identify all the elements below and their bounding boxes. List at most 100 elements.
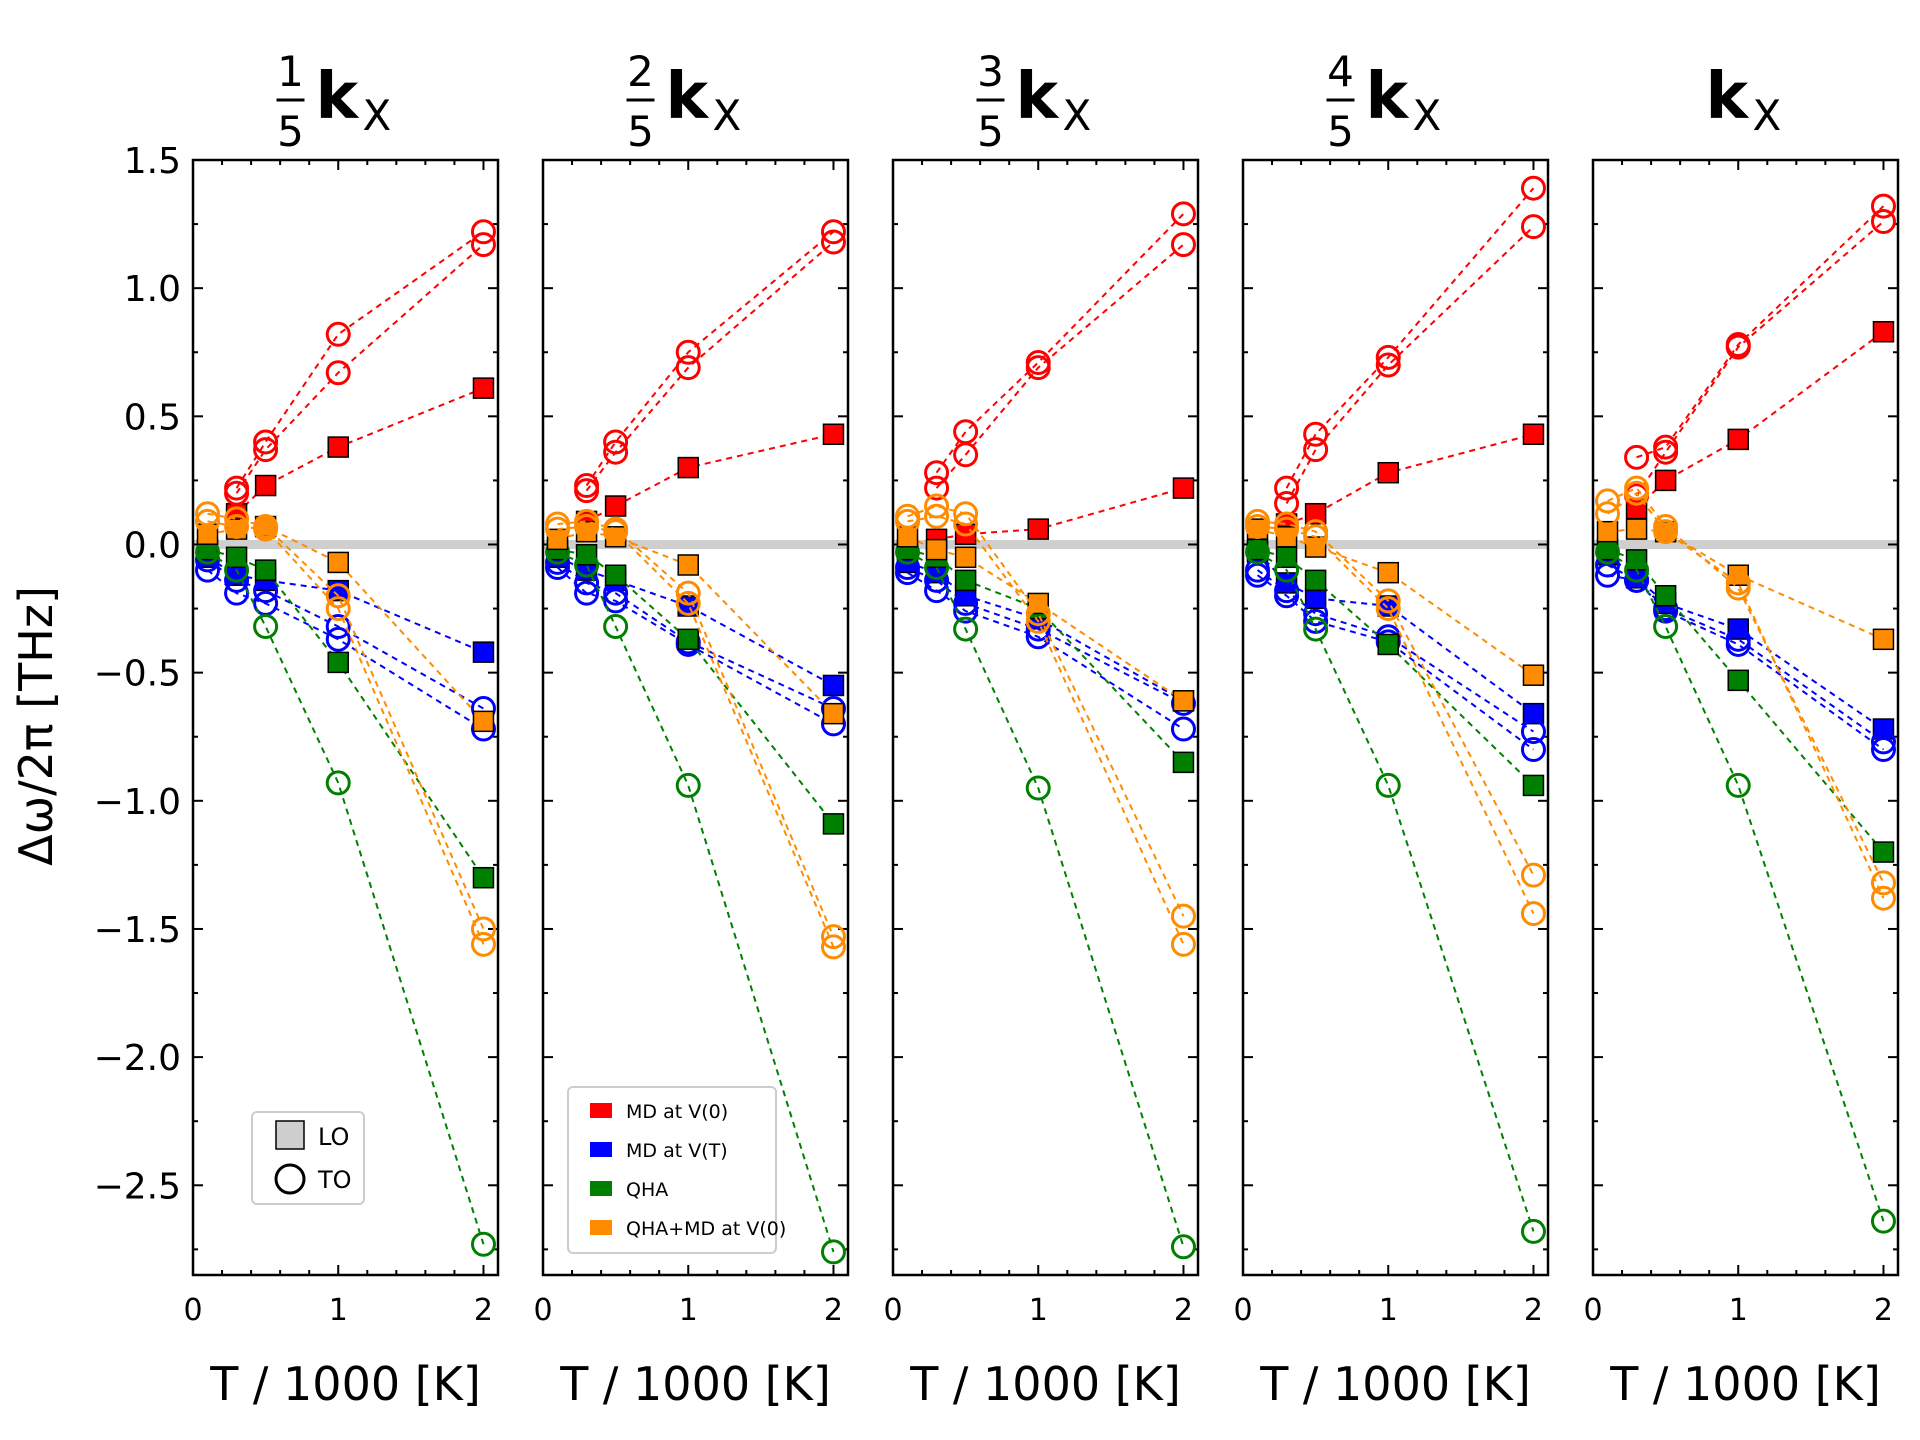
legend-box <box>567 1086 777 1254</box>
data-point-circle <box>675 339 701 365</box>
series-qha-circle <box>1245 539 1546 1244</box>
legend-label-qha: QHA <box>626 1179 668 1201</box>
data-point-circle <box>924 503 950 529</box>
data-point-circle <box>1870 193 1896 219</box>
panel-title: 2 5 k X <box>626 47 742 156</box>
data-point-square <box>822 813 845 835</box>
series-md_vt-circle <box>1595 562 1896 763</box>
data-point-square <box>1275 546 1298 569</box>
series-line <box>207 520 485 945</box>
title-k-subscript: X <box>1063 91 1092 140</box>
y-tick-label: 1.5 <box>124 141 181 182</box>
data-point-square <box>1172 690 1195 712</box>
plot-frame <box>1591 158 1900 1277</box>
data-point-square <box>472 641 495 663</box>
x-tick-label: 0 <box>883 1293 902 1328</box>
plot-frame <box>1241 158 1550 1277</box>
data-point-circle <box>1624 480 1650 506</box>
y-tick-label: −1.5 <box>94 910 181 951</box>
data-point-circle <box>1170 716 1196 742</box>
data-point-square <box>1304 569 1327 592</box>
series-line <box>1285 187 1535 489</box>
series-line <box>557 520 835 938</box>
data-point-circle <box>1375 588 1401 614</box>
data-point-circle <box>325 770 351 796</box>
data-point-square <box>225 546 248 569</box>
data-point-square <box>1522 423 1545 446</box>
data-point-square <box>1654 469 1677 492</box>
series-line <box>936 487 1184 541</box>
title-fraction-numerator: 1 <box>277 47 304 96</box>
x-tick-label: 0 <box>533 1293 552 1328</box>
x-tick-label: 1 <box>329 1293 348 1328</box>
data-point-circle <box>1520 737 1546 763</box>
series-line <box>207 512 485 930</box>
data-point-circle <box>224 557 250 583</box>
data-point-square <box>1377 561 1399 584</box>
data-point-circle <box>574 580 600 606</box>
y-tick-label: −0.5 <box>94 654 181 695</box>
plot-frame <box>191 158 500 1277</box>
data-point-circle <box>1274 516 1300 542</box>
data-point-circle <box>1870 870 1896 896</box>
data-point-square <box>1727 669 1749 692</box>
title-k: k <box>1366 60 1410 134</box>
series-qha-circle <box>895 539 1196 1260</box>
title-k: k <box>1016 60 1060 134</box>
series-line <box>1257 525 1535 915</box>
series-md_v0-circle <box>574 219 846 499</box>
data-point-square <box>1872 320 1895 343</box>
data-point-circle <box>224 506 250 532</box>
series-md_v0-circle <box>224 219 496 501</box>
series-md_v0-circle <box>1274 214 1546 516</box>
data-point-square <box>822 674 845 697</box>
axis-ticks <box>1242 159 1548 1275</box>
data-point-circle <box>545 516 571 542</box>
plot-frame <box>891 158 1200 1277</box>
data-point-circle <box>253 437 279 463</box>
series-md_v0-circle <box>224 232 496 506</box>
x-axis-label: T / 1000 [K] <box>1609 1357 1881 1411</box>
data-point-circle <box>195 508 221 534</box>
data-point-circle <box>1303 601 1329 627</box>
x-axis-label: T / 1000 [K] <box>1259 1357 1531 1411</box>
data-point-square <box>1522 664 1545 686</box>
data-point-circle <box>470 232 496 258</box>
title-k: k <box>316 60 360 134</box>
panel-title: 3 5 k X <box>976 47 1092 156</box>
method-legend: MD at V(0) MD at V(T) QHA QHA+MD at V(0) <box>567 1086 786 1254</box>
y-tick-label: −1.0 <box>94 782 181 823</box>
title-fraction-denominator: 5 <box>977 107 1004 156</box>
series-qha-square <box>1246 538 1545 797</box>
data-point-circle <box>1870 729 1896 755</box>
data-point-circle <box>603 439 629 465</box>
series-line <box>1636 205 1885 459</box>
data-point-circle <box>924 493 950 519</box>
data-point-square <box>925 538 948 561</box>
series-line <box>1606 491 1885 899</box>
series-qha-square <box>546 538 845 835</box>
data-point-square <box>254 474 277 497</box>
series-line <box>1257 548 1535 787</box>
x-tick-label: 1 <box>1729 1293 1748 1328</box>
title-fraction-numerator: 4 <box>1327 47 1354 96</box>
series-md_v0-square <box>225 377 495 525</box>
panel-4: 0 1 2 T / 1000 [K] 4 5 k X <box>1233 47 1550 1411</box>
legend-swatch-qha_md <box>590 1220 612 1235</box>
panel-5: 0 1 2 T / 1000 [K] k X <box>1583 60 1900 1411</box>
data-point-square <box>1522 702 1545 725</box>
data-point-square <box>604 564 627 586</box>
legend-lo-marker <box>275 1120 305 1150</box>
title-k-subscript: X <box>713 91 742 140</box>
data-point-circle <box>574 478 600 504</box>
series-line <box>907 566 1184 705</box>
series-qha_md-circle <box>1245 514 1546 927</box>
title-k-subscript: X <box>363 91 392 140</box>
data-point-square <box>327 551 349 574</box>
series-qha_md-circle <box>195 508 496 957</box>
data-point-circle <box>953 442 979 468</box>
series-line <box>235 243 485 494</box>
series-qha-circle <box>195 539 496 1257</box>
data-point-square <box>1377 461 1399 484</box>
data-point-circle <box>1375 352 1401 378</box>
